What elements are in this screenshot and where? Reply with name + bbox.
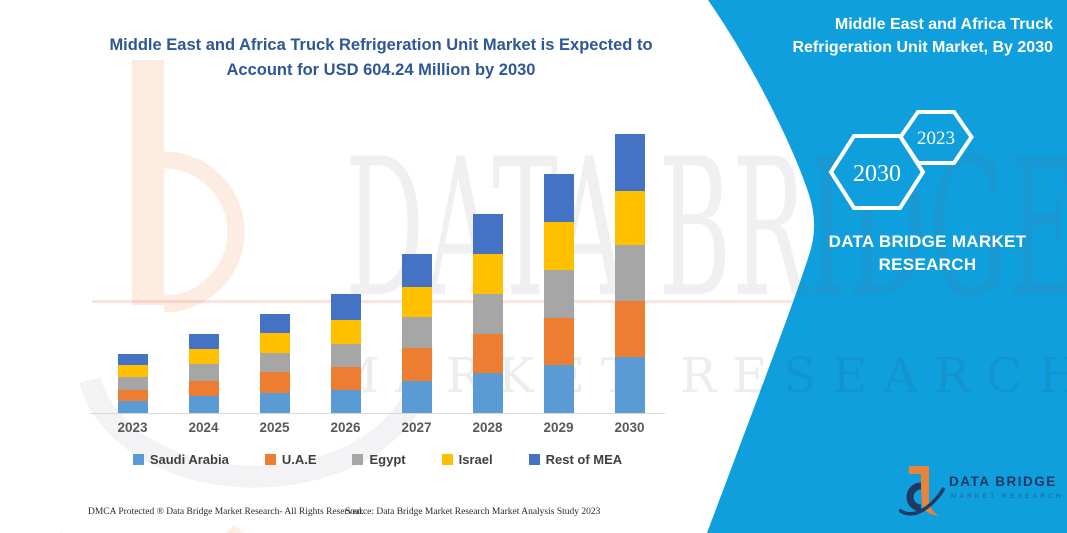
bar-segment-2030-Egypt [614,245,645,302]
bar-segment-2025-Egypt [259,352,290,372]
logo-name: DATA BRIDGE [949,474,1057,489]
bar-segment-2030-Israel [614,190,645,246]
x-tick-2028: 2028 [472,420,503,435]
legend-swatch [352,454,364,465]
bar-2025 [259,313,290,413]
x-tick-2030: 2030 [614,420,645,435]
bar-segment-2025-Israel [259,333,290,353]
bar-segment-2029-Egypt [543,270,574,318]
logo-tagline: MARKET RESEARCH [951,493,1064,500]
legend-item-Rest of MEA: Rest of MEA [528,452,623,467]
bar-2028 [472,214,503,413]
bar-segment-2028-Israel [472,254,503,294]
bar-segment-2023-Rest of MEA [117,353,148,365]
bar-segment-2024-Israel [188,348,219,365]
bar-segment-2026-U.A.E [330,366,361,391]
bar-segment-2023-Israel [117,365,148,377]
legend-swatch [264,454,276,465]
bar-segment-2023-Egypt [117,377,148,390]
legend-item-Egypt: Egypt [352,452,406,467]
bar-2030 [614,134,645,413]
bar-segment-2027-U.A.E [401,348,432,382]
legend-label: Saudi Arabia [149,452,229,467]
x-tick-2024: 2024 [188,420,219,435]
bar-segment-2029-Saudi Arabia [543,365,574,413]
x-tick-2026: 2026 [330,420,361,435]
brand-text-line2: RESEARCH [878,254,977,274]
bar-segment-2027-Rest of MEA [401,253,432,287]
bar-segment-2030-Saudi Arabia [614,356,645,413]
bar-segment-2028-Rest of MEA [472,214,503,255]
bar-segment-2025-U.A.E [259,371,290,394]
bar-segment-2023-Saudi Arabia [117,401,148,413]
watermark-rule-line [92,300,792,303]
legend-label: U.A.E [281,452,317,467]
side-panel-title-line1: Middle East and Africa Truck [834,16,1053,33]
bar-segment-2026-Egypt [330,343,361,367]
bar-2029 [543,174,574,413]
hexagon-badges: 2030 2023 [828,110,974,210]
x-tick-2025: 2025 [259,420,290,435]
bar-segment-2025-Saudi Arabia [259,393,290,413]
x-axis-tick-labels: 2023 2024 2025 2026 2027 2028 2029 2030 [90,420,665,438]
chart-title-line2: Account for USD 604.24 Million by 2030 [226,60,536,79]
legend-label: Israel [458,452,493,467]
bar-segment-2024-Rest of MEA [188,333,219,349]
side-panel-title-line2: Refrigeration Unit Market, By 2030 [792,39,1053,57]
dmca-notice: DMCA Protected ® Data Bridge Market Rese… [88,507,364,517]
bar-segment-2024-Saudi Arabia [188,395,219,413]
bar-segment-2025-Rest of MEA [259,313,290,334]
hexagon-2030-label: 2030 [853,161,901,187]
legend-item-U.A.E: U.A.E [264,452,317,467]
bar-segment-2028-U.A.E [472,334,503,374]
bar-segment-2023-U.A.E [117,389,148,401]
hexagon-2030 [828,134,926,210]
bar-segment-2026-Israel [330,320,361,344]
data-bridge-logo: DATA BRIDGE MARKET RESEARCH [893,462,1061,522]
bar-segment-2028-Egypt [472,293,503,335]
plot-area [90,130,665,413]
bar-segment-2024-Egypt [188,364,219,381]
bar-2023 [117,353,148,413]
bar-segment-2026-Rest of MEA [330,294,361,321]
bar-segment-2029-U.A.E [543,317,574,366]
legend-item-Israel: Israel [441,452,493,467]
x-tick-2027: 2027 [401,420,432,435]
legend: Saudi Arabia U.A.E Egypt Israel Rest of MEA [90,452,665,467]
bar-segment-2029-Israel [543,221,574,271]
bar-segment-2027-Israel [401,286,432,318]
side-panel-title: Middle East and Africa Truck Refrigerati… [743,13,1053,59]
bar-2027 [401,253,432,413]
brand-text-line1: DATA BRIDGE MARKET [828,232,1027,251]
bar-segment-2029-Rest of MEA [543,174,574,222]
bar-segment-2024-U.A.E [188,380,219,396]
bar-segment-2030-U.A.E [614,301,645,357]
chart-title: Middle East and Africa Truck Refrigerati… [85,33,677,83]
bar-2026 [330,294,361,413]
x-axis-line [90,413,665,414]
source-note: Source: Data Bridge Market Research Mark… [345,507,601,517]
legend-item-Saudi Arabia: Saudi Arabia [132,452,229,467]
bar-segment-2030-Rest of MEA [614,134,645,191]
hexagon-2023-label: 2023 [917,128,955,149]
bar-segment-2027-Saudi Arabia [401,381,432,413]
bar-2024 [188,333,219,413]
bar-segment-2028-Saudi Arabia [472,373,503,413]
x-tick-2023: 2023 [117,420,148,435]
legend-swatch [441,454,453,465]
bar-segment-2027-Egypt [401,317,432,349]
chart-title-line1: Middle East and Africa Truck Refrigerati… [109,36,653,54]
brand-text: DATA BRIDGE MARKET RESEARCH [810,231,1045,277]
logo-b-icon [899,466,945,516]
legend-swatch [132,454,144,465]
legend-label: Egypt [369,452,406,467]
legend-swatch [528,454,540,465]
x-tick-2029: 2029 [543,420,574,435]
legend-label: Rest of MEA [545,452,623,467]
bar-segment-2026-Saudi Arabia [330,390,361,413]
